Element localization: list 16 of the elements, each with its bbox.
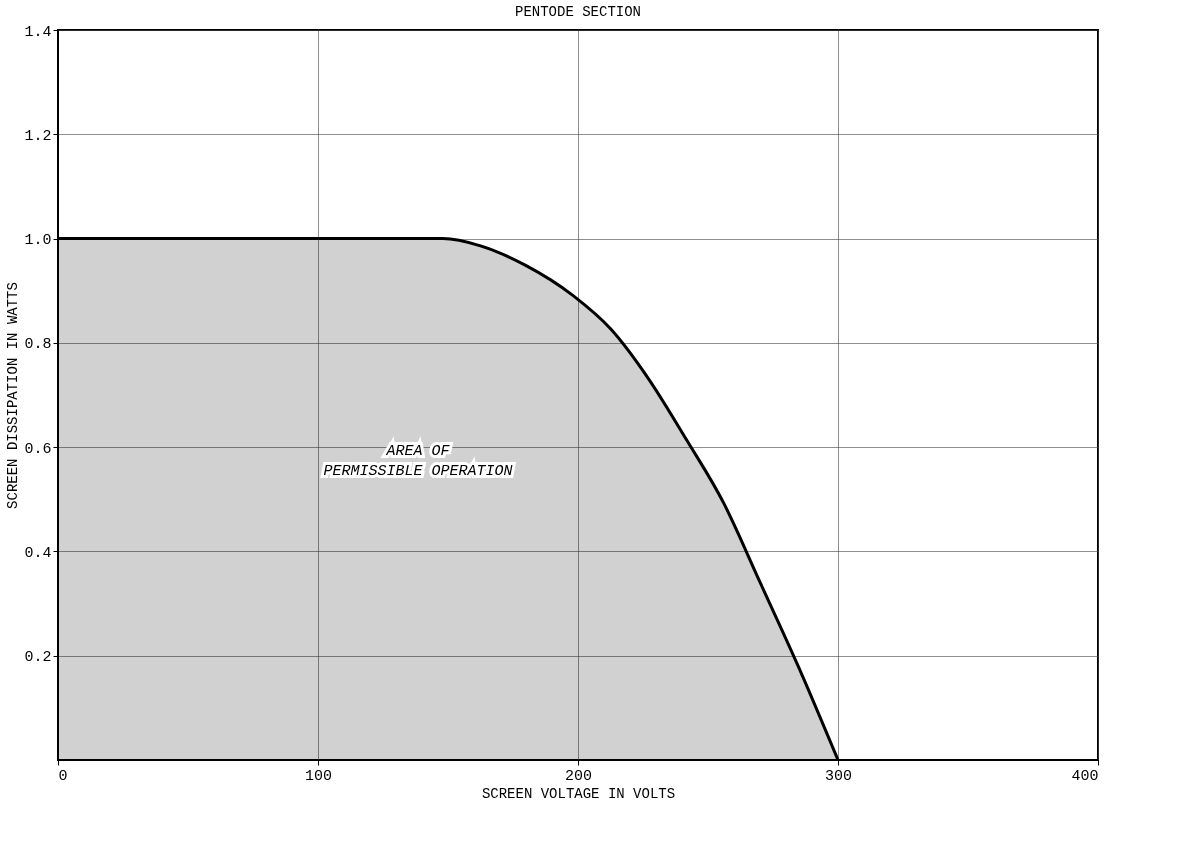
y-tick-label: 0.2 — [24, 649, 52, 667]
chart-title: PENTODE SECTION — [514, 4, 642, 20]
annotation: AREA OF PERMISSIBLE OPERATION — [323, 443, 513, 480]
x-tick-label: 400 — [1071, 767, 1099, 785]
x-tick-label: 200 — [564, 767, 593, 785]
y-axis-title: SCREEN DISSIPATION IN WATTS — [5, 282, 22, 509]
y-tick-label: 1.4 — [24, 23, 52, 41]
y-tick-label: 1.2 — [24, 127, 52, 145]
x-axis-title: SCREEN VOLTAGE IN VOLTS — [481, 785, 676, 802]
y-tick-label: 0.6 — [24, 440, 52, 458]
x-tick-label: 100 — [304, 767, 333, 785]
y-tick-label: 0.4 — [24, 544, 52, 562]
y-tick-label: 0.8 — [24, 336, 52, 354]
x-tick-label: 0 — [58, 767, 68, 785]
x-tick-label: 300 — [824, 767, 853, 785]
y-tick-label: 1.0 — [24, 232, 52, 250]
